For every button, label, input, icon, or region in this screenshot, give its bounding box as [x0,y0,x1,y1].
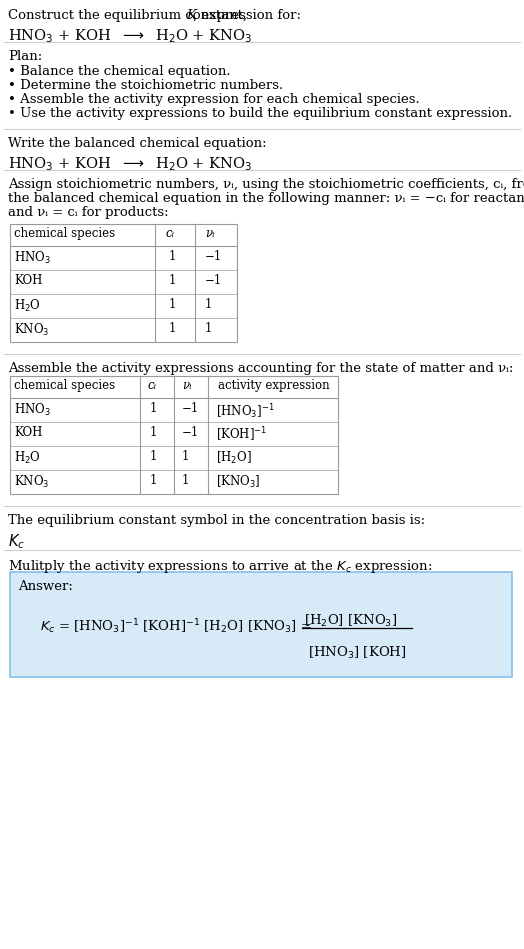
Text: chemical species: chemical species [14,379,115,392]
Text: • Use the activity expressions to build the equilibrium constant expression.: • Use the activity expressions to build … [8,107,512,120]
Text: Construct the equilibrium constant,: Construct the equilibrium constant, [8,9,251,22]
Text: KOH: KOH [14,274,42,287]
Text: Mulitply the activity expressions to arrive at the $\mathit{K}_c$ expression:: Mulitply the activity expressions to arr… [8,558,432,575]
Text: [H$_2$O]: [H$_2$O] [216,450,252,466]
Text: KNO$_3$: KNO$_3$ [14,474,49,490]
Text: 1: 1 [169,250,177,263]
Text: KOH: KOH [14,426,42,439]
Text: Assemble the activity expressions accounting for the state of matter and νᵢ:: Assemble the activity expressions accoun… [8,362,514,375]
Text: 1: 1 [150,450,157,463]
Text: H$_2$O: H$_2$O [14,298,41,314]
Text: 1: 1 [205,322,212,335]
Text: $\mathit{K}_c$: $\mathit{K}_c$ [8,532,25,550]
Text: 1: 1 [169,322,177,335]
Text: [HNO$_3$]$^{-1}$: [HNO$_3$]$^{-1}$ [216,402,275,420]
Text: KNO$_3$: KNO$_3$ [14,322,49,338]
Text: 1: 1 [150,426,157,439]
Text: , expression for:: , expression for: [193,9,301,22]
Text: −1: −1 [205,274,222,287]
Text: chemical species: chemical species [14,227,115,240]
Text: Answer:: Answer: [18,580,73,593]
Text: • Determine the stoichiometric numbers.: • Determine the stoichiometric numbers. [8,79,283,92]
Bar [10,376,338,494]
Text: νᵢ: νᵢ [182,379,191,392]
Text: the balanced chemical equation in the following manner: νᵢ = −cᵢ for reactants: the balanced chemical equation in the fo… [8,192,524,205]
Text: H$_2$O: H$_2$O [14,450,41,466]
Text: [HNO$_3$] [KOH]: [HNO$_3$] [KOH] [308,645,407,661]
Text: −1: −1 [182,426,199,439]
Text: νᵢ: νᵢ [205,227,214,240]
Text: and νᵢ = cᵢ for products:: and νᵢ = cᵢ for products: [8,206,169,219]
Text: 1: 1 [205,298,212,311]
Text: Plan:: Plan: [8,50,42,63]
Text: • Balance the chemical equation.: • Balance the chemical equation. [8,65,231,78]
Text: K: K [186,9,196,22]
Text: • Assemble the activity expression for each chemical species.: • Assemble the activity expression for e… [8,93,420,106]
Text: [KOH]$^{-1}$: [KOH]$^{-1}$ [216,426,267,444]
Text: The equilibrium constant symbol in the concentration basis is:: The equilibrium constant symbol in the c… [8,514,425,527]
Text: [KNO$_3$]: [KNO$_3$] [216,474,260,490]
Text: 1: 1 [182,474,189,487]
Text: HNO$_3$: HNO$_3$ [14,250,51,266]
Text: 1: 1 [150,474,157,487]
Text: HNO$_3$ + KOH  $\longrightarrow$  H$_2$O + KNO$_3$: HNO$_3$ + KOH $\longrightarrow$ H$_2$O +… [8,27,252,45]
Text: Assign stoichiometric numbers, νᵢ, using the stoichiometric coefficients, cᵢ, fr: Assign stoichiometric numbers, νᵢ, using… [8,178,524,191]
Text: $\mathit{K}_c$ = [HNO$_3$]$^{-1}$ [KOH]$^{-1}$ [H$_2$O] [KNO$_3$] =: $\mathit{K}_c$ = [HNO$_3$]$^{-1}$ [KOH]$… [40,618,313,637]
Text: cᵢ: cᵢ [165,227,174,240]
Text: 1: 1 [169,298,177,311]
Text: 1: 1 [182,450,189,463]
FancyBboxPatch shape [10,572,512,677]
Text: 1: 1 [169,274,177,287]
Text: cᵢ: cᵢ [148,379,157,392]
Text: −1: −1 [182,402,199,415]
Text: Write the balanced chemical equation:: Write the balanced chemical equation: [8,137,267,150]
Text: 1: 1 [150,402,157,415]
Text: HNO$_3$ + KOH  $\longrightarrow$  H$_2$O + KNO$_3$: HNO$_3$ + KOH $\longrightarrow$ H$_2$O +… [8,155,252,173]
Text: [H$_2$O] [KNO$_3$]: [H$_2$O] [KNO$_3$] [304,613,397,629]
Text: −1: −1 [205,250,222,263]
Text: activity expression: activity expression [218,379,330,392]
Text: HNO$_3$: HNO$_3$ [14,402,51,419]
Bar [10,224,237,342]
